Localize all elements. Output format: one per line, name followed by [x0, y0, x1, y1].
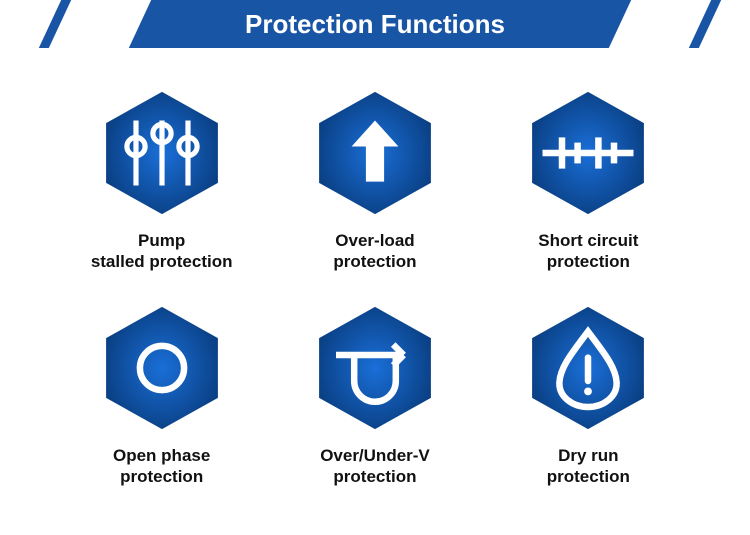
- item-short-circuit: Short circuit protection: [508, 88, 668, 273]
- label-overload: Over-load protection: [333, 230, 416, 273]
- label-open-phase: Open phase protection: [113, 445, 210, 488]
- item-over-under-v: Over/Under-V protection: [295, 303, 455, 488]
- hex-over-under-v: [310, 303, 440, 433]
- item-open-phase: Open phase protection: [82, 303, 242, 488]
- hex-overload: [310, 88, 440, 218]
- overload-icon: [310, 88, 440, 218]
- over-under-v-icon: [310, 303, 440, 433]
- header-title: Protection Functions: [245, 9, 505, 40]
- label-dry-run: Dry run protection: [547, 445, 630, 488]
- pump-stalled-icon: [97, 88, 227, 218]
- item-pump-stalled: Pump stalled protection: [82, 88, 242, 273]
- open-phase-icon: [97, 303, 227, 433]
- hex-pump-stalled: [97, 88, 227, 218]
- protection-grid: Pump stalled protection Over-load protec…: [0, 48, 750, 507]
- item-overload: Over-load protection: [295, 88, 455, 273]
- label-short-circuit: Short circuit protection: [538, 230, 638, 273]
- label-over-under-v: Over/Under-V protection: [320, 445, 430, 488]
- hex-short-circuit: [523, 88, 653, 218]
- hex-dry-run: [523, 303, 653, 433]
- item-dry-run: Dry run protection: [508, 303, 668, 488]
- label-pump-stalled: Pump stalled protection: [91, 230, 233, 273]
- header-banner: Protection Functions: [0, 0, 750, 48]
- hex-open-phase: [97, 303, 227, 433]
- dry-run-icon: [523, 303, 653, 433]
- short-circuit-icon: [523, 88, 653, 218]
